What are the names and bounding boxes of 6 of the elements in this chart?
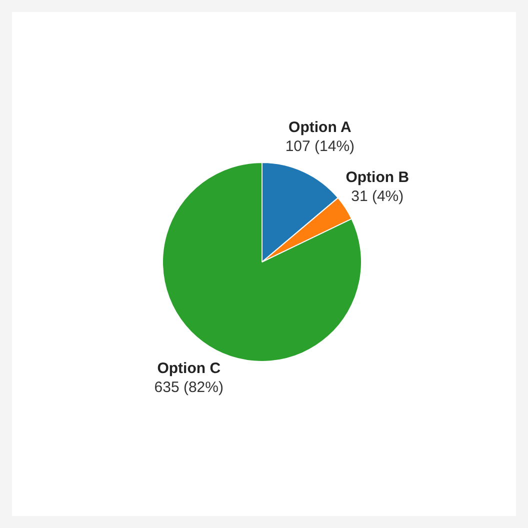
- data-label: 107 (14%): [285, 138, 355, 155]
- slice-label: Option A: [288, 118, 352, 136]
- data-label: 635 (82%): [154, 379, 224, 396]
- slice-label: Option B: [346, 168, 410, 186]
- slice-label: Option C: [157, 360, 221, 378]
- data-label: 31 (4%): [351, 188, 404, 205]
